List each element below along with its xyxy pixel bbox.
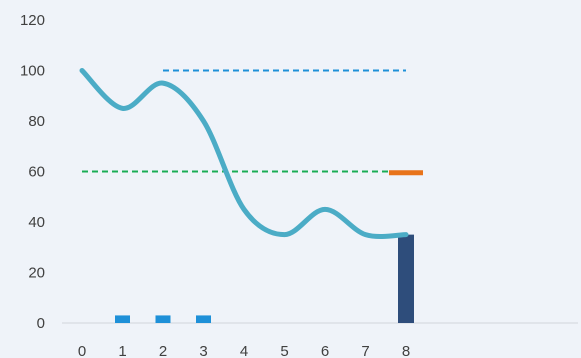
x-tick-label: 4: [240, 343, 248, 358]
x-tick-label: 5: [280, 343, 288, 358]
y-tick-label: 0: [37, 315, 45, 332]
x-tick-label: 6: [321, 343, 329, 358]
series-line: [79, 68, 409, 239]
x-tick-label: 8: [402, 343, 410, 358]
y-axis-ticks: 0 20 40 60 80 100 120: [20, 12, 45, 332]
y-tick-label: 120: [20, 12, 45, 29]
y-tick-label: 20: [28, 265, 45, 282]
y-tick-label: 60: [28, 164, 45, 181]
bar: [398, 234, 414, 323]
x-tick-label: 7: [361, 343, 369, 358]
x-axis-ticks: 0 1 2 3 4 5 6 7 8: [78, 343, 410, 358]
plot-area: [62, 68, 578, 324]
small-bar: [155, 315, 171, 323]
x-tick-label: 1: [118, 343, 126, 358]
y-tick-label: 40: [28, 214, 45, 231]
small-bar: [115, 315, 130, 323]
x-tick-label: 0: [78, 343, 86, 358]
x-tick-label: 2: [159, 343, 167, 358]
y-tick-label: 100: [20, 63, 45, 80]
small-bar: [196, 315, 211, 323]
x-tick-label: 3: [199, 343, 207, 358]
y-tick-label: 80: [28, 113, 45, 130]
